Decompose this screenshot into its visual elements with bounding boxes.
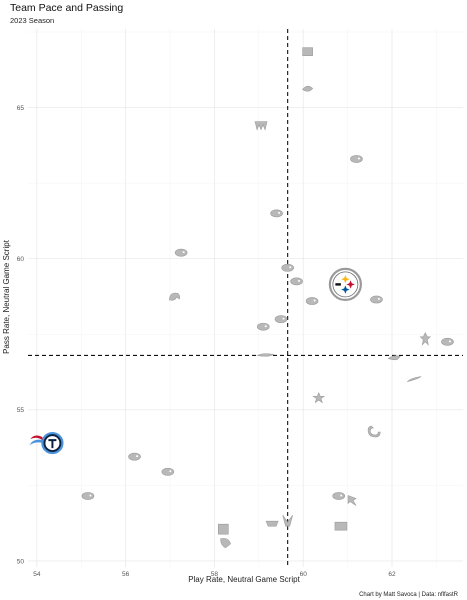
packers-logo <box>282 514 293 527</box>
rams-logo <box>169 292 180 301</box>
y-tick-label: 60 <box>17 256 25 263</box>
chiefs-logo <box>265 520 279 527</box>
x-tick-label: 54 <box>33 571 41 578</box>
ravens-logo <box>370 295 383 304</box>
broncos-logo <box>128 452 141 461</box>
colts-logo <box>367 425 381 438</box>
seahawks-logo <box>274 315 288 324</box>
vikings-logo <box>302 85 314 92</box>
x-tick-label: 56 <box>122 571 130 578</box>
patriots-logo <box>256 353 275 357</box>
titans-logo <box>29 431 64 455</box>
chart-title: Team Pace and Passing <box>10 2 123 14</box>
giants-logo <box>334 521 348 531</box>
lions-logo <box>161 467 175 476</box>
x-tick-label: 62 <box>388 571 396 578</box>
x-axis-ticks: 54 56 58 60 62 <box>33 571 396 578</box>
y-tick-label: 65 <box>17 105 25 112</box>
y-axis-label: Pass Rate, Neutral Game Script <box>2 239 11 354</box>
bills-logo <box>290 277 303 286</box>
bears-logo <box>218 523 229 535</box>
browns-logo <box>332 492 346 500</box>
jets-logo <box>174 248 188 257</box>
commanders-logo <box>254 121 268 131</box>
x-tick-label: 60 <box>300 571 308 578</box>
x-tick-label: 58 <box>211 571 219 578</box>
cardinals-logo <box>220 538 231 549</box>
steelers-logo <box>328 267 362 301</box>
y-axis-ticks: 50 55 60 65 <box>17 105 25 565</box>
falcons-logo <box>347 495 357 506</box>
saints-logo <box>419 332 431 346</box>
team-points <box>29 47 454 549</box>
dolphins-logo <box>270 209 283 218</box>
chart-subtitle: 2023 Season <box>10 16 54 25</box>
49ers-logo <box>81 492 95 500</box>
jaguars-logo <box>281 263 294 272</box>
texans-logo <box>350 155 363 163</box>
panthers-logo <box>256 322 270 331</box>
y-tick-label: 55 <box>17 407 25 414</box>
bengals-logo <box>302 47 313 56</box>
grid <box>28 29 463 567</box>
cowboys-logo <box>312 391 326 404</box>
x-axis-label: Play Rate, Neutral Game Script <box>188 575 300 584</box>
chargers-logo <box>406 376 422 382</box>
chart-caption: Chart by Matt Savoca | Data: nflfastR <box>359 592 459 598</box>
y-tick-label: 50 <box>17 558 25 565</box>
raiders-logo <box>305 297 319 305</box>
buccaneers-logo <box>441 337 454 346</box>
eagles-logo <box>387 355 401 361</box>
